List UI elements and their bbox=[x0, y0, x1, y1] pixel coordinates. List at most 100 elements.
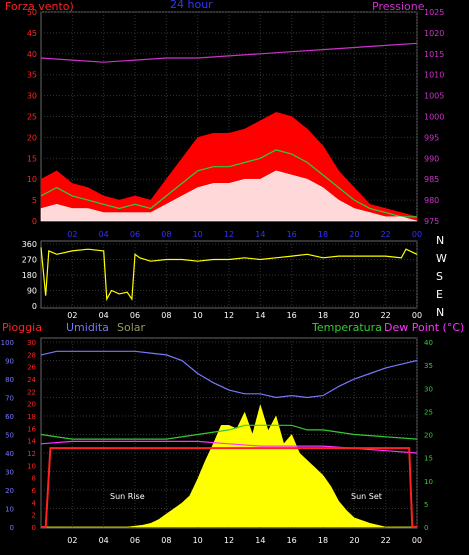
rain-tick-label: 10 bbox=[27, 462, 36, 470]
pressure-axis-label: Pressione bbox=[372, 0, 425, 13]
solar-label: Solar bbox=[117, 321, 146, 334]
rain-tick-label: 24 bbox=[27, 376, 36, 384]
x-tick-label: 16 bbox=[287, 536, 297, 545]
x-tick-label: 18 bbox=[318, 536, 328, 545]
pressure-tick-label: 995 bbox=[424, 133, 439, 142]
rain-tick-label: 30 bbox=[27, 339, 36, 347]
temp-tick-label: 40 bbox=[424, 339, 433, 347]
humidity-tick-label: 90 bbox=[5, 358, 14, 366]
rain-label: Pioggia bbox=[2, 321, 42, 334]
series-rain bbox=[41, 447, 417, 528]
y-tick-label: 10 bbox=[27, 175, 37, 184]
x-tick-label: 04 bbox=[99, 536, 109, 545]
pressure-tick-label: 1005 bbox=[424, 92, 444, 101]
pressure-tick-label: 975 bbox=[424, 217, 439, 226]
rain-tick-label: 28 bbox=[27, 351, 36, 359]
temp-tick-label: 0 bbox=[424, 524, 428, 532]
temp-tick-label: 25 bbox=[424, 408, 433, 416]
x-tick-label: 22 bbox=[381, 311, 391, 320]
x-tick-label: 14 bbox=[255, 536, 265, 545]
x-tick-label: 12 bbox=[224, 230, 234, 239]
rain-tick-label: 2 bbox=[32, 512, 36, 520]
x-tick-label: 14 bbox=[255, 230, 265, 239]
y-tick-label: 35 bbox=[27, 71, 37, 80]
direction-tick-label: 360 bbox=[22, 240, 37, 249]
rain-tick-label: 22 bbox=[27, 388, 36, 396]
pressure-tick-label: 1025 bbox=[424, 8, 444, 17]
rain-tick-label: 4 bbox=[32, 499, 37, 507]
rain-tick-label: 18 bbox=[27, 413, 36, 421]
humidity-tick-label: 70 bbox=[5, 395, 14, 403]
y-tick-label: 50 bbox=[27, 8, 37, 17]
y-tick-label: 20 bbox=[27, 133, 37, 142]
y-tick-label: 5 bbox=[32, 196, 37, 205]
temp-tick-label: 30 bbox=[424, 385, 433, 393]
compass-label: N bbox=[436, 234, 444, 247]
series-average bbox=[40, 149, 417, 218]
wind-panel-ticks: 0510152025303540455097598098599099510001… bbox=[27, 8, 445, 239]
y-tick-label: 15 bbox=[27, 154, 37, 163]
x-tick-label: 02 bbox=[67, 536, 77, 545]
compass-label: N bbox=[436, 306, 444, 319]
series-solar bbox=[41, 403, 417, 528]
chart-title: 24 hour bbox=[170, 0, 213, 11]
humidity-tick-label: 0 bbox=[10, 524, 14, 532]
direction-tick-label: 90 bbox=[27, 287, 37, 296]
humidity-tick-label: 50 bbox=[5, 432, 14, 440]
rain-tick-label: 20 bbox=[27, 401, 36, 409]
rain-tick-label: 0 bbox=[32, 524, 36, 532]
x-tick-label: 04 bbox=[99, 230, 109, 239]
climate-panel-series bbox=[40, 350, 418, 528]
humidity-tick-label: 60 bbox=[5, 413, 14, 421]
x-tick-label: 10 bbox=[193, 536, 203, 545]
series-humidity bbox=[40, 350, 418, 399]
pressure-tick-label: 1010 bbox=[424, 71, 444, 80]
x-tick-label: 12 bbox=[224, 536, 234, 545]
direction-tick-label: 270 bbox=[22, 256, 37, 265]
temp-tick-label: 5 bbox=[424, 501, 428, 509]
x-tick-label: 16 bbox=[287, 230, 297, 239]
pressure-tick-label: 980 bbox=[424, 196, 439, 205]
sunset-annotation: Sun Set bbox=[351, 492, 382, 501]
humidity-label: Umidita bbox=[66, 321, 109, 334]
temp-tick-label: 10 bbox=[424, 478, 433, 486]
series-temperature bbox=[40, 424, 418, 440]
y-tick-label: 45 bbox=[27, 29, 37, 38]
rain-tick-label: 6 bbox=[32, 487, 37, 495]
x-tick-label: 18 bbox=[318, 230, 328, 239]
compass-label: E bbox=[436, 288, 443, 301]
pressure-tick-label: 1020 bbox=[424, 29, 444, 38]
x-tick-label: 20 bbox=[349, 230, 359, 239]
x-tick-label: 02 bbox=[67, 230, 77, 239]
direction-panel-series bbox=[40, 247, 418, 302]
humidity-tick-label: 80 bbox=[5, 376, 14, 384]
direction-panel-grid bbox=[41, 241, 418, 308]
x-tick-label: 14 bbox=[255, 311, 265, 320]
y-tick-label: 25 bbox=[27, 113, 37, 122]
wind-panel-series bbox=[40, 42, 418, 222]
y-tick-label: 30 bbox=[27, 92, 37, 101]
temp-tick-label: 35 bbox=[424, 362, 433, 370]
x-tick-label: 20 bbox=[349, 311, 359, 320]
x-tick-label: 08 bbox=[161, 311, 171, 320]
y-tick-label: 40 bbox=[27, 50, 37, 59]
x-tick-label: 22 bbox=[381, 536, 391, 545]
series-wind bbox=[40, 170, 418, 222]
x-tick-label: 06 bbox=[130, 230, 140, 239]
direction-tick-label: 180 bbox=[22, 271, 37, 280]
pressure-tick-label: 990 bbox=[424, 154, 439, 163]
x-tick-label: 10 bbox=[193, 230, 203, 239]
compass-label: W bbox=[436, 252, 447, 265]
x-tick-label: 10 bbox=[193, 311, 203, 320]
y-tick-label: 0 bbox=[32, 217, 37, 226]
humidity-tick-label: 10 bbox=[5, 506, 14, 514]
temperature-label: Temperatura bbox=[311, 321, 382, 334]
climate-panel-ticks: 0102030405060708090100024681012141618202… bbox=[1, 339, 433, 545]
humidity-tick-label: 40 bbox=[5, 450, 14, 458]
humidity-tick-label: 100 bbox=[1, 339, 14, 347]
humidity-tick-label: 20 bbox=[5, 487, 14, 495]
wind-axis-label: Forza vento) bbox=[5, 0, 74, 13]
rain-tick-label: 26 bbox=[27, 364, 36, 372]
x-tick-label: 08 bbox=[161, 536, 171, 545]
